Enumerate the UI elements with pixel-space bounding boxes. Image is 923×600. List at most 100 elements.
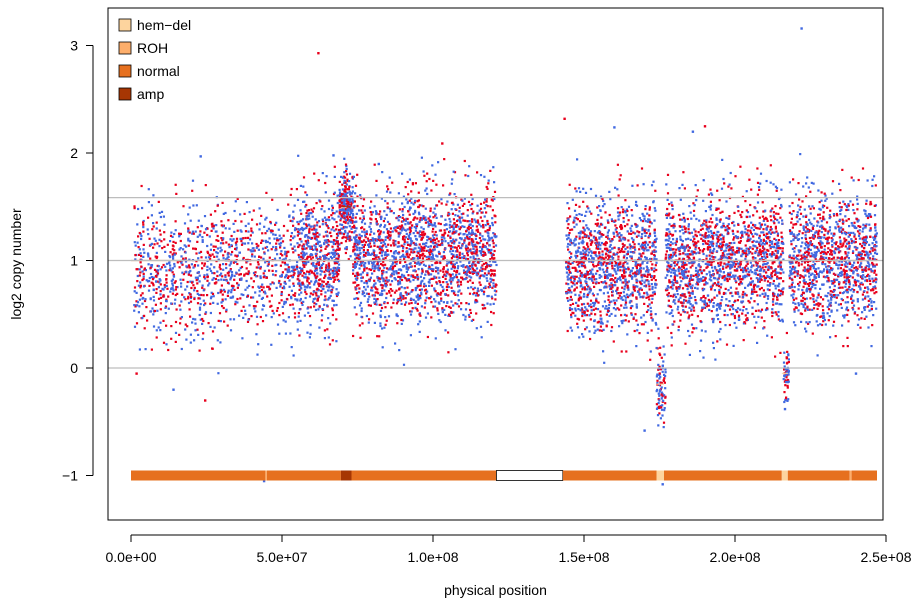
data-point [492,302,495,305]
data-point [271,281,274,284]
data-point [582,302,586,306]
data-point [428,297,431,300]
data-point [453,171,457,174]
data-point [626,209,629,213]
data-point [197,264,200,267]
data-point [384,316,387,319]
data-point [421,252,424,255]
data-point [447,314,450,317]
data-point [626,296,630,299]
data-point [355,278,358,281]
data-point [272,312,275,315]
data-point [337,215,340,218]
data-point [172,289,175,292]
data-point [434,241,437,244]
data-point [233,230,236,233]
data-point [491,256,494,259]
data-point [382,220,385,223]
data-point [242,316,245,319]
data-point [202,294,205,297]
data-point [641,229,644,232]
data-point [384,224,387,227]
data-point [386,220,390,223]
data-point [377,256,380,259]
data-point [229,296,232,299]
data-point [319,200,322,203]
data-point [454,208,457,211]
data-point [343,212,346,215]
data-point [448,273,451,276]
data-point [432,179,435,182]
data-point [592,265,595,268]
data-point [648,288,651,291]
data-point [647,236,650,239]
data-point [182,278,185,281]
data-point [579,274,582,277]
data-point [475,267,479,270]
data-point [406,241,409,244]
data-point [416,217,419,220]
data-point [142,223,145,226]
data-point [361,230,364,233]
data-point [625,314,628,317]
data-point [459,260,462,263]
data-point [376,335,379,338]
data-point [303,247,306,250]
data-point [281,254,284,257]
data-point [396,226,400,229]
data-point [487,264,490,267]
data-point [327,286,330,289]
data-point [275,286,278,289]
data-point [351,177,354,180]
data-point [361,290,364,293]
data-point [297,272,300,275]
data-point [366,251,369,254]
data-point [614,303,617,306]
data-point [338,191,342,194]
data-point [340,241,343,245]
data-point [142,275,145,278]
data-point [242,237,245,240]
data-point [569,298,572,301]
data-point [625,257,628,260]
data-point [576,263,579,266]
data-point [230,284,234,287]
data-point [427,249,430,252]
data-point [420,291,423,294]
data-point [606,320,609,323]
data-point [478,241,481,244]
data-point [360,273,363,276]
data-point [405,293,408,296]
data-point [270,231,273,234]
data-point [461,204,464,207]
data-point [257,248,260,251]
data-point [297,228,300,231]
data-point [196,302,200,305]
data-point [380,238,383,241]
data-point [625,293,629,296]
data-point [133,290,136,293]
data-point [455,219,459,223]
data-point [208,267,211,270]
data-point [417,323,420,326]
data-point [231,296,234,299]
data-point [308,295,312,298]
data-point [644,208,647,211]
data-point [432,258,436,261]
data-point [206,244,209,248]
data-point [398,251,401,254]
data-point [618,214,621,217]
data-point [392,301,395,305]
data-point [325,253,328,257]
data-point [650,257,653,261]
data-point [272,245,275,249]
data-point [319,273,322,276]
data-point [341,223,344,226]
data-point [255,315,259,318]
data-point [192,317,195,321]
data-point [418,243,421,246]
data-point [651,297,654,300]
data-point [645,241,648,244]
data-point [440,255,443,258]
data-point [317,308,320,311]
